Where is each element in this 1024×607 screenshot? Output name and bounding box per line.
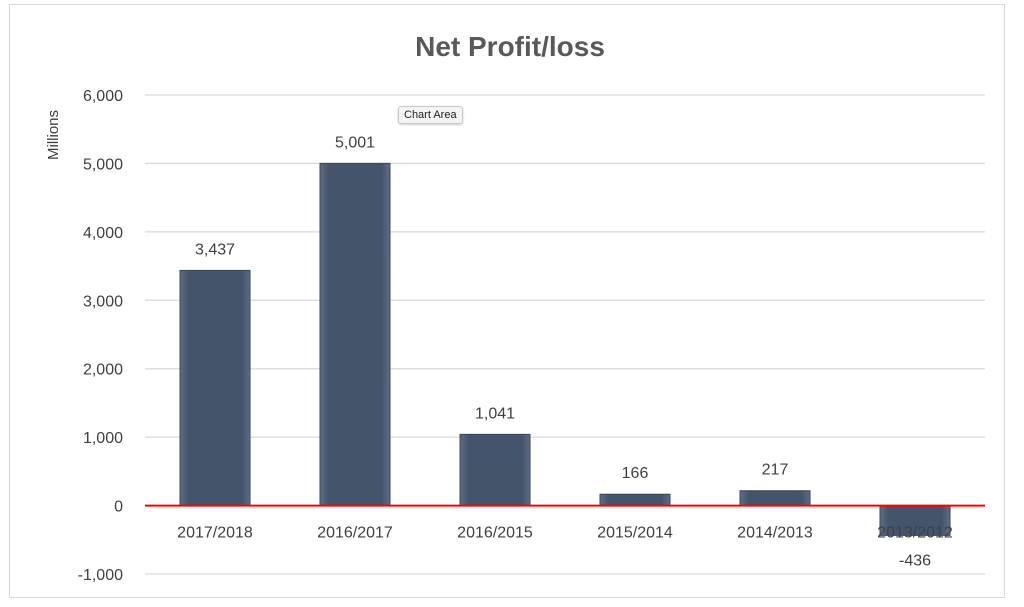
y-tick-label: 4,000 — [83, 225, 123, 242]
x-tick-label: 2013/2012 — [877, 525, 953, 542]
bar — [319, 162, 391, 507]
data-label: 3,437 — [195, 241, 235, 258]
data-label: 217 — [762, 462, 789, 479]
chart-title: Net Profit/loss — [415, 31, 605, 62]
data-label: 5,001 — [335, 134, 375, 151]
chart-area[interactable] — [9, 4, 1005, 598]
x-tick-label: 2017/2018 — [177, 525, 253, 542]
y-axis-label: Millions — [45, 110, 62, 160]
x-tick-label: 2014/2013 — [737, 525, 813, 542]
bar — [179, 269, 251, 507]
x-tick-label: 2015/2014 — [597, 525, 673, 542]
bar — [599, 493, 671, 507]
data-label: 1,041 — [475, 405, 515, 422]
y-tick-label: 6,000 — [83, 88, 123, 105]
y-tick-label: 0 — [114, 499, 123, 516]
bar — [739, 490, 811, 507]
y-tick-label: 2,000 — [83, 362, 123, 379]
data-label: 166 — [622, 465, 649, 482]
bar — [459, 433, 531, 507]
x-tick-label: 2016/2017 — [317, 525, 393, 542]
y-tick-label: 1,000 — [83, 430, 123, 447]
chart-area-tooltip: Chart Area — [398, 106, 463, 124]
y-tick-label: 5,000 — [83, 156, 123, 173]
x-tick-label: 2016/2015 — [457, 525, 533, 542]
y-tick-label: -1,000 — [78, 567, 123, 584]
y-tick-label: 3,000 — [83, 293, 123, 310]
data-label: -436 — [899, 553, 931, 570]
bar — [879, 505, 951, 536]
